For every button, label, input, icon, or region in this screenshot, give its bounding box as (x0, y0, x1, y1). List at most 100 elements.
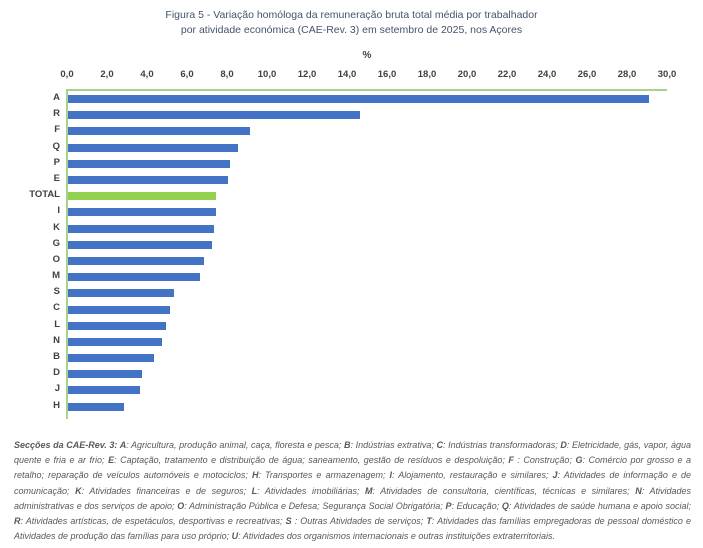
bar-row (68, 107, 667, 123)
bar-e (68, 176, 228, 185)
bar-row (68, 140, 667, 156)
bar-n (68, 337, 162, 346)
footnote-section-key: O (177, 500, 185, 511)
category-label-g: G (52, 237, 60, 249)
bar-c (68, 305, 170, 314)
plot-area (66, 89, 667, 419)
category-label-k: K (53, 221, 60, 233)
bar-row (68, 269, 667, 285)
category-label-f: F (54, 124, 60, 136)
bar-row (68, 301, 667, 317)
bar-i (68, 208, 216, 217)
footnote-section-desc: : Transportes e armazenagem; (258, 470, 390, 481)
category-label-c: C (53, 302, 60, 314)
bar-row (68, 91, 667, 107)
x-tick-label: 20,0 (457, 69, 477, 80)
bar-h (68, 402, 124, 411)
x-tick-label: 16,0 (377, 69, 397, 80)
bar-f (68, 127, 250, 136)
footnote-section-desc: : Indústrias extrativa; (350, 440, 437, 450)
footnote-section-desc: : Atividades artísticas, de espetáculos,… (20, 516, 286, 527)
footnote-section-desc: : Educação; (451, 500, 502, 511)
footnote-section-key: D (560, 440, 567, 450)
category-label-o: O (52, 253, 60, 265)
bar-row (68, 188, 667, 204)
bar-o (68, 256, 204, 265)
footnote-section-key: F (508, 455, 518, 466)
footnote-section-desc: : Administração Pública e Defesa; Segura… (184, 500, 446, 511)
x-tick-label: 8,0 (220, 69, 234, 80)
category-label-h: H (53, 399, 60, 411)
footnote-section-desc: : Outras Atividades de serviços; (294, 516, 427, 527)
category-label-total: TOTAL (29, 189, 60, 201)
bar-row (68, 221, 667, 237)
footnote-section-key: Q (501, 500, 509, 511)
bar-d (68, 370, 142, 379)
footnote-section-key: B (344, 440, 351, 450)
category-label-p: P (53, 156, 60, 168)
footnote-section-desc: : Atividades dos organismos internaciona… (238, 531, 555, 542)
bar-row (68, 285, 667, 301)
bar-s (68, 289, 174, 298)
x-tick-label: 28,0 (617, 69, 637, 80)
footnote-section-desc: : Comércio por grosso e a retalho; repar… (14, 455, 692, 481)
footnote-section-key: U (231, 531, 239, 542)
bar-p (68, 159, 230, 168)
footnote-section-desc: : Construção; (517, 455, 576, 466)
category-label-r: R (53, 108, 60, 120)
bar-row (68, 350, 667, 366)
percent-axis-label: % (362, 50, 372, 61)
footnote-section-key: J (552, 470, 558, 481)
footnote-section-key: T (426, 516, 432, 527)
footnote-intro: Secções da CAE-Rev. 3: (14, 440, 120, 450)
bar-g (68, 240, 212, 249)
x-axis-ticks: 0,0 2,0 4,0 6,0 8,0 10,0 12,0 14,0 16,0 18,0 20,0 2… (60, 69, 676, 82)
footnote-section-key: C (436, 440, 443, 450)
footnote-section-key: I (389, 470, 393, 481)
x-tick-label: 26,0 (577, 69, 597, 80)
bar-k (68, 224, 214, 233)
x-tick-label: 12,0 (297, 69, 317, 80)
bar-row (68, 366, 667, 382)
footnote-section-key: A (119, 440, 127, 450)
category-axis-labels: A R F Q P E TOTAL I K G O M S C L N B D J H (0, 90, 60, 414)
footnote-section-desc: : Atividades de informação e de comunica… (14, 470, 692, 496)
category-label-e: E (53, 172, 60, 184)
footnote-section-key: R (14, 516, 21, 527)
x-tick-label: 22,0 (497, 69, 517, 80)
bar-row (68, 334, 667, 350)
footnote-section-key: P (445, 500, 452, 511)
footnote-section-desc: : Atividades de saúde humana e apoio soc… (508, 500, 691, 511)
footnote-section-desc: : Agricultura, produção animal, caça, fl… (126, 440, 345, 450)
bar-a (68, 95, 650, 104)
footnote-section-key: N (635, 485, 642, 496)
footnote-section-desc: : Atividades imobiliárias; (257, 485, 366, 496)
footnote-section-key: S (285, 516, 295, 527)
bar-row (68, 204, 667, 220)
bar-l (68, 321, 166, 330)
figure-title-line1: Figura 5 - Variação homóloga da remunera… (165, 9, 538, 21)
footnote-section-key: G (575, 455, 583, 466)
bar-row (68, 156, 667, 172)
bar-row (68, 253, 667, 269)
figure-title-line2: por atividade económica (CAE-Rev. 3) em … (180, 24, 523, 36)
category-label-s: S (53, 286, 60, 298)
bar-row (68, 123, 667, 139)
x-tick-label: 18,0 (417, 69, 437, 80)
footnote-section-key: E (108, 455, 115, 466)
footnote-section-desc: : Indústrias transformadoras; (442, 440, 561, 450)
category-label-n: N (53, 334, 60, 346)
footnote-section-desc: : Alojamento, restauração e similares; (392, 470, 553, 481)
x-tick-label: 4,0 (140, 69, 154, 80)
x-tick-label: 2,0 (100, 69, 114, 80)
category-label-i: I (57, 205, 60, 217)
x-tick-label: 10,0 (257, 69, 277, 80)
category-label-a: A (53, 92, 60, 103)
footnote-section-desc: : Captação, tratamento e distribuição de… (114, 455, 509, 466)
bar-b (68, 354, 154, 363)
bar-row (68, 399, 667, 415)
bar-r (68, 111, 360, 120)
x-tick-label: 0,0 (60, 69, 74, 80)
footnote-section-key: K (75, 485, 82, 496)
bar-q (68, 143, 238, 152)
